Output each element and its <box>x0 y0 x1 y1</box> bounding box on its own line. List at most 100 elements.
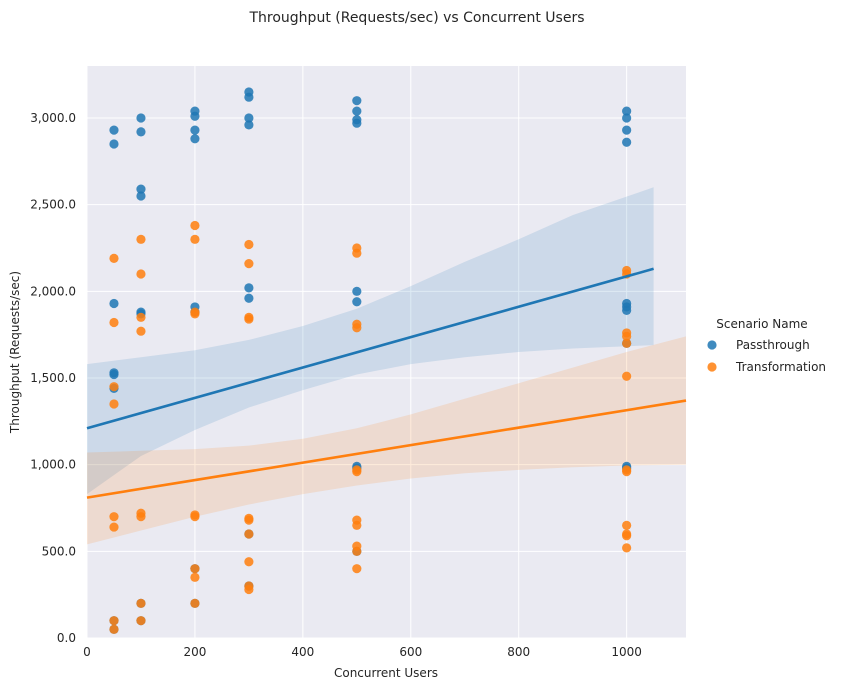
x-tick-label: 1000 <box>611 645 642 659</box>
data-point-transformation <box>352 520 362 530</box>
data-point-passthrough <box>622 137 632 147</box>
data-point-transformation <box>244 314 254 324</box>
data-point-passthrough <box>109 139 119 149</box>
data-point-transformation <box>109 616 119 626</box>
x-tick-label: 800 <box>507 645 530 659</box>
data-point-transformation <box>109 624 119 634</box>
data-point-transformation <box>109 382 119 392</box>
data-point-passthrough <box>352 297 362 307</box>
data-point-transformation <box>244 584 254 595</box>
y-tick-label: 2,500.0 <box>30 198 76 212</box>
data-point-passthrough <box>244 92 254 102</box>
data-point-transformation <box>352 248 362 258</box>
data-point-transformation <box>190 512 200 522</box>
data-point-transformation <box>622 543 632 553</box>
confidence-band-passthrough <box>87 187 654 495</box>
y-tick-label: 0.0 <box>57 631 76 645</box>
y-axis-label: Throughput (Requests/sec) <box>8 271 22 434</box>
x-axis-ticks: 0 200 400 600 800 1000 <box>83 645 642 659</box>
data-point-passthrough <box>352 106 362 116</box>
data-point-passthrough <box>109 298 119 309</box>
grid-lines <box>86 66 686 639</box>
x-tick-label: 400 <box>291 645 314 659</box>
data-point-transformation <box>136 269 146 279</box>
data-point-passthrough <box>352 286 362 296</box>
data-point-passthrough <box>190 111 200 121</box>
data-point-transformation <box>352 546 362 556</box>
data-point-transformation <box>136 312 146 322</box>
y-tick-label: 1,000.0 <box>30 458 76 472</box>
data-point-transformation <box>190 564 200 574</box>
data-point-transformation <box>109 253 119 263</box>
data-point-passthrough <box>136 127 146 137</box>
data-point-transformation <box>136 512 146 522</box>
legend-items: Passthrough Transformation <box>707 338 826 374</box>
legend-title: Scenario Name <box>716 317 807 331</box>
legend-label-transformation: Transformation <box>735 360 826 374</box>
data-point-passthrough <box>352 118 362 128</box>
data-point-passthrough <box>136 191 146 201</box>
data-point-passthrough <box>244 293 254 303</box>
data-point-transformation <box>352 323 362 333</box>
data-point-transformation <box>622 520 632 530</box>
data-point-transformation <box>622 331 632 341</box>
y-tick-label: 500.0 <box>42 544 76 558</box>
y-tick-label: 1,500.0 <box>30 371 76 385</box>
data-point-transformation <box>190 220 200 231</box>
data-point-passthrough <box>622 106 632 116</box>
data-point-passthrough <box>244 113 254 123</box>
data-point-passthrough <box>136 184 146 194</box>
data-point-transformation <box>136 616 146 626</box>
data-point-transformation <box>352 467 362 477</box>
x-tick-label: 600 <box>399 645 422 659</box>
data-point-transformation <box>190 572 200 582</box>
chart-title: Throughput (Requests/sec) vs Concurrent … <box>248 10 584 26</box>
data-point-passthrough <box>244 120 254 130</box>
data-point-passthrough <box>622 125 632 135</box>
legend: Scenario Name Passthrough Transformation <box>707 317 826 374</box>
data-point-transformation <box>109 512 119 522</box>
data-point-transformation <box>622 338 632 348</box>
y-tick-label: 2,000.0 <box>30 284 76 298</box>
data-point-passthrough <box>622 113 632 123</box>
data-point-passthrough <box>109 125 119 135</box>
legend-marker-transformation <box>707 362 717 372</box>
data-point-transformation <box>109 317 119 328</box>
regression-line-passthrough <box>86 267 654 430</box>
data-point-transformation <box>109 399 119 409</box>
data-point-passthrough <box>136 113 146 123</box>
data-point-transformation <box>190 598 200 608</box>
y-tick-label: 3,000.0 <box>30 111 76 125</box>
data-point-transformation <box>244 239 254 250</box>
data-point-transformation <box>190 309 200 319</box>
data-point-transformation <box>622 371 632 381</box>
y-axis-ticks: 0.0 500.0 1,000.0 1,500.0 2,000.0 2,500.0 3,00… <box>30 111 76 645</box>
data-point-transformation <box>244 515 254 525</box>
data-point-transformation <box>136 326 146 336</box>
data-point-transformation <box>622 467 632 477</box>
data-point-passthrough <box>190 125 200 135</box>
data-point-passthrough <box>190 134 200 144</box>
data-point-transformation <box>352 564 362 574</box>
data-point-passthrough <box>352 96 362 106</box>
confidence-band-transformation <box>87 336 686 545</box>
data-point-transformation <box>622 531 632 541</box>
data-point-transformation <box>244 529 254 539</box>
data-points <box>109 87 632 634</box>
regression-line-transformation <box>86 399 687 499</box>
regression-lines <box>86 267 687 499</box>
data-point-transformation <box>244 259 254 269</box>
data-point-passthrough <box>244 283 254 293</box>
plot-background <box>87 66 686 638</box>
x-axis-label: Concurrent Users <box>334 666 438 680</box>
data-point-transformation <box>109 522 119 532</box>
x-tick-label: 200 <box>183 645 206 659</box>
data-point-passthrough <box>109 369 119 380</box>
data-point-transformation <box>136 598 146 608</box>
x-tick-label: 0 <box>83 645 91 659</box>
legend-marker-passthrough <box>707 340 717 350</box>
data-point-transformation <box>244 557 254 567</box>
data-point-transformation <box>190 234 200 244</box>
